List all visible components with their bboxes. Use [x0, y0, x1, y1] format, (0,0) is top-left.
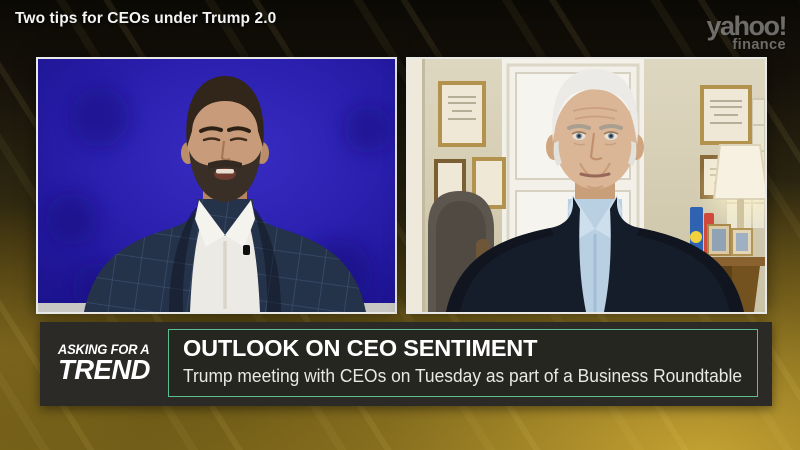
yahoo-finance-logo: yahoo! finance — [706, 11, 787, 53]
lavalier-mic — [243, 245, 250, 255]
host-video-panel — [36, 57, 397, 314]
yahoo-logo-subtext: finance — [732, 37, 786, 53]
headline-title: OUTLOOK ON CEO SENTIMENT — [183, 335, 538, 361]
lower-third-banner: ASKING FOR A TREND OUTLOOK ON CEO SENTIM… — [40, 322, 772, 406]
guest-figure — [446, 69, 744, 312]
show-logo: ASKING FOR A TREND — [40, 322, 168, 406]
host-scene — [38, 59, 395, 312]
guest-video-panel — [406, 57, 767, 314]
headline-subtitle: Trump meeting with CEOs on Tuesday as pa… — [183, 364, 743, 386]
show-name-line1: ASKING FOR A — [58, 342, 150, 357]
books — [690, 207, 714, 255]
photo-frames — [707, 224, 753, 256]
top-caption: Two tips for CEOs under Trump 2.0 — [15, 10, 277, 27]
left-door-molding — [408, 59, 422, 312]
guest-scene — [408, 59, 765, 312]
yahoo-logo-text: yahoo! — [706, 11, 787, 41]
host-figure — [84, 76, 366, 312]
headline-box: OUTLOOK ON CEO SENTIMENT Trump meeting w… — [168, 329, 758, 397]
show-name-line2: TREND — [57, 354, 151, 385]
